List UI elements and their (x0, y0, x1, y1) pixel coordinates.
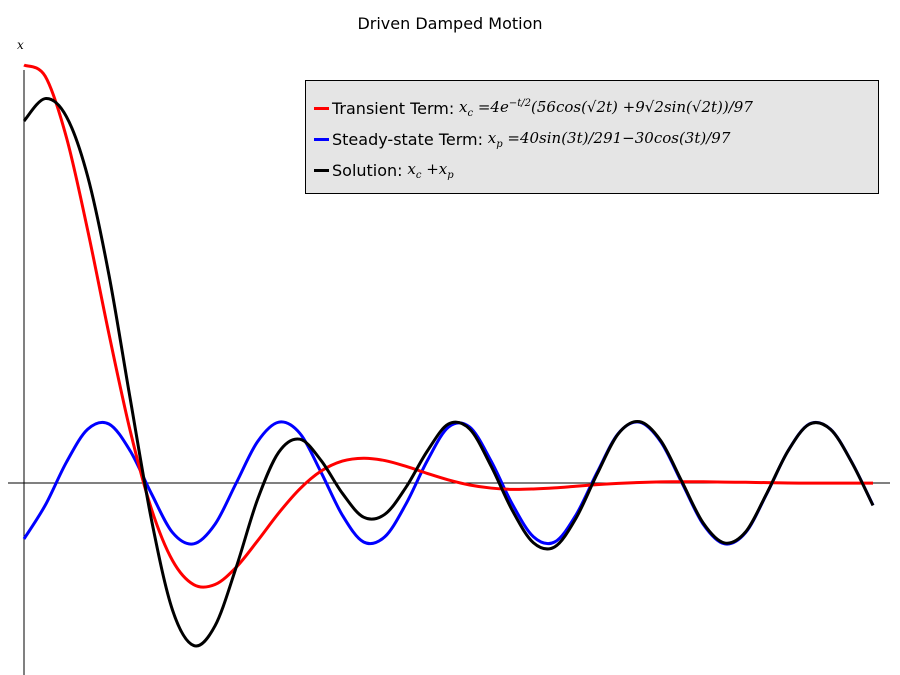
legend-label-solution: Solution: (332, 161, 403, 180)
legend-formula-transient: xc =4e−t/2(56cos(√2t) +9√2sin(√2t))/97 (454, 98, 753, 119)
y-axis-label: x (17, 38, 24, 52)
legend-item-transient: Transient Term: xc =4e−t/2(56cos(√2t) +9… (314, 93, 878, 124)
legend-swatch-steady (314, 138, 329, 141)
legend-swatch-transient (314, 107, 329, 110)
chart-title: Driven Damped Motion (357, 14, 543, 33)
legend-label-transient: Transient Term: (332, 99, 455, 118)
legend: Transient Term: xc =4e−t/2(56cos(√2t) +9… (305, 80, 879, 194)
legend-formula-solution: xc +xp (402, 160, 454, 181)
legend-item-solution: Solution: xc +xp (314, 155, 878, 186)
series-line-solution (22, 97, 875, 648)
legend-swatch-solution (314, 169, 329, 172)
legend-formula-steady: xp =40sin(3t)/291−30cos(3t)/97 (482, 129, 731, 150)
series-lines (22, 63, 875, 648)
legend-label-steady: Steady-state Term: (332, 130, 483, 149)
legend-item-steady: Steady-state Term: xp =40sin(3t)/291−30c… (314, 124, 878, 155)
